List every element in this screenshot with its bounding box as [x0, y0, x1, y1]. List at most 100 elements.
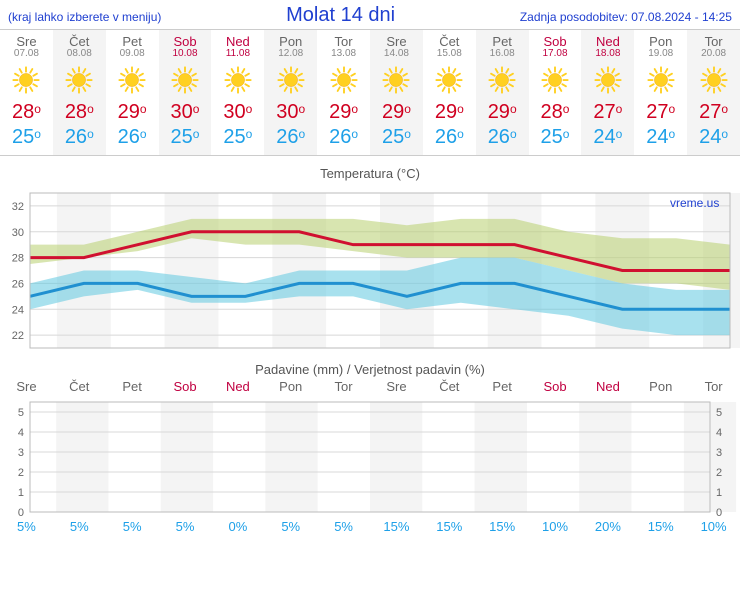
low-temp: 26o — [317, 126, 370, 149]
low-temp: 25o — [0, 126, 53, 149]
precip-day-label: Ned — [581, 379, 634, 394]
low-temp: 25o — [529, 126, 582, 149]
svg-text:0: 0 — [18, 507, 24, 519]
day-date: 13.08 — [317, 48, 370, 59]
day-of-week: Čet — [423, 34, 476, 49]
sun-icon — [434, 65, 464, 95]
day-date: 14.08 — [370, 48, 423, 59]
high-temp: 29o — [423, 101, 476, 124]
weather-icon-slot — [381, 65, 411, 95]
precip-probability: 0% — [211, 519, 264, 534]
day-date: 15.08 — [423, 48, 476, 59]
forecast-day-column[interactable]: Čet15.08 29o26o — [423, 30, 476, 155]
precip-probability: 5% — [264, 519, 317, 534]
forecast-day-column[interactable]: Sre14.0829o25o — [370, 30, 423, 155]
precip-probability: 5% — [106, 519, 159, 534]
sun-icon — [646, 65, 676, 95]
sun-icon — [540, 65, 570, 95]
low-temp: 24o — [581, 126, 634, 149]
svg-text:0: 0 — [716, 507, 722, 519]
precip-day-label: Čet — [423, 379, 476, 394]
high-temp: 27o — [634, 101, 687, 124]
day-of-week: Tor — [317, 34, 370, 49]
svg-text:24: 24 — [12, 304, 24, 316]
weather-icon-slot — [699, 65, 729, 95]
precip-probability: 5% — [159, 519, 212, 534]
weather-icon-slot — [434, 65, 464, 95]
sun-icon — [170, 65, 200, 95]
precip-probability: 10% — [687, 519, 740, 534]
precip-probability: 5% — [0, 519, 53, 534]
low-temp: 24o — [634, 126, 687, 149]
high-temp: 30o — [159, 101, 212, 124]
forecast-day-column[interactable]: Sob17.0828o25o — [529, 30, 582, 155]
sun-icon — [223, 65, 253, 95]
forecast-day-column[interactable]: Čet08.0828o26o — [53, 30, 106, 155]
precipitation-probability-row: 5%5%5%5%0%5%5%15%15%15%10%20%15%10% — [0, 519, 740, 534]
high-temp: 28o — [53, 101, 106, 124]
precip-day-label: Ned — [211, 379, 264, 394]
day-date: 18.08 — [581, 48, 634, 59]
precip-probability: 15% — [423, 519, 476, 534]
last-updated: Zadnja posodobitev: 07.08.2024 - 14:25 — [520, 10, 732, 24]
precip-probability: 20% — [581, 519, 634, 534]
forecast-day-column[interactable]: Pon19.0827o24o — [634, 30, 687, 155]
precip-day-label: Sob — [159, 379, 212, 394]
svg-text:28: 28 — [12, 253, 24, 265]
low-temp: 25o — [370, 126, 423, 149]
precipitation-chart-title: Padavine (mm) / Verjetnost padavin (%) — [0, 362, 740, 377]
day-of-week: Sob — [529, 34, 582, 49]
header: (kraj lahko izberete v meniju) Molat 14 … — [0, 0, 740, 29]
sun-icon — [381, 65, 411, 95]
precip-probability: 15% — [634, 519, 687, 534]
forecast-day-column[interactable]: Pet16.0829o26o — [476, 30, 529, 155]
menu-hint[interactable]: (kraj lahko izberete v meniju) — [8, 10, 161, 24]
weather-icon-slot — [329, 65, 359, 95]
day-of-week: Sob — [159, 34, 212, 49]
high-temp: 29o — [476, 101, 529, 124]
day-of-week: Pon — [264, 34, 317, 49]
svg-text:5: 5 — [18, 407, 24, 419]
svg-text:30: 30 — [12, 227, 24, 239]
precip-day-label: Sob — [529, 379, 582, 394]
weather-icon-slot — [223, 65, 253, 95]
svg-text:3: 3 — [716, 447, 722, 459]
forecast-day-column[interactable]: Pon12.0830o26o — [264, 30, 317, 155]
weather-icon-slot — [117, 65, 147, 95]
sun-icon — [593, 65, 623, 95]
precip-probability: 10% — [529, 519, 582, 534]
forecast-day-column[interactable]: Tor13.0829o26o — [317, 30, 370, 155]
precipitation-day-labels: SreČetPetSobNedPonTorSreČetPetSobNedPonT… — [0, 379, 740, 394]
forecast-day-column[interactable]: Tor20.0827o24o — [687, 30, 740, 155]
svg-text:22: 22 — [12, 330, 24, 342]
weather-icon-slot — [64, 65, 94, 95]
forecast-day-column[interactable]: Sob10.0830o25o — [159, 30, 212, 155]
precipitation-chart: 001122334455 — [0, 394, 740, 519]
precip-day-label: Pon — [264, 379, 317, 394]
forecast-day-column[interactable]: Ned18.0827o24o — [581, 30, 634, 155]
page-title: Molat 14 dni — [286, 4, 395, 27]
svg-text:4: 4 — [716, 427, 722, 439]
svg-text:26: 26 — [12, 278, 24, 290]
precip-day-label: Tor — [687, 379, 740, 394]
day-date: 07.08 — [0, 48, 53, 59]
day-date: 17.08 — [529, 48, 582, 59]
forecast-day-column[interactable]: Sre07.0828o25o — [0, 30, 53, 155]
weather-icon-slot — [11, 65, 41, 95]
high-temp: 27o — [581, 101, 634, 124]
temperature-chart-section: Temperatura (°C) 222426283032vreme.us — [0, 156, 740, 358]
low-temp: 26o — [106, 126, 159, 149]
precip-day-label: Sre — [370, 379, 423, 394]
svg-text:4: 4 — [18, 427, 24, 439]
low-temp: 24o — [687, 126, 740, 149]
weather-icon-slot — [276, 65, 306, 95]
forecast-day-column[interactable]: Ned11.0830o25o — [211, 30, 264, 155]
day-of-week: Tor — [687, 34, 740, 49]
precip-day-label: Pon — [634, 379, 687, 394]
weather-icon-slot — [646, 65, 676, 95]
high-temp: 27o — [687, 101, 740, 124]
forecast-day-column[interactable]: Pet09.0829o26o — [106, 30, 159, 155]
precip-probability: 5% — [53, 519, 106, 534]
low-temp: 26o — [423, 126, 476, 149]
svg-text:32: 32 — [12, 201, 24, 213]
